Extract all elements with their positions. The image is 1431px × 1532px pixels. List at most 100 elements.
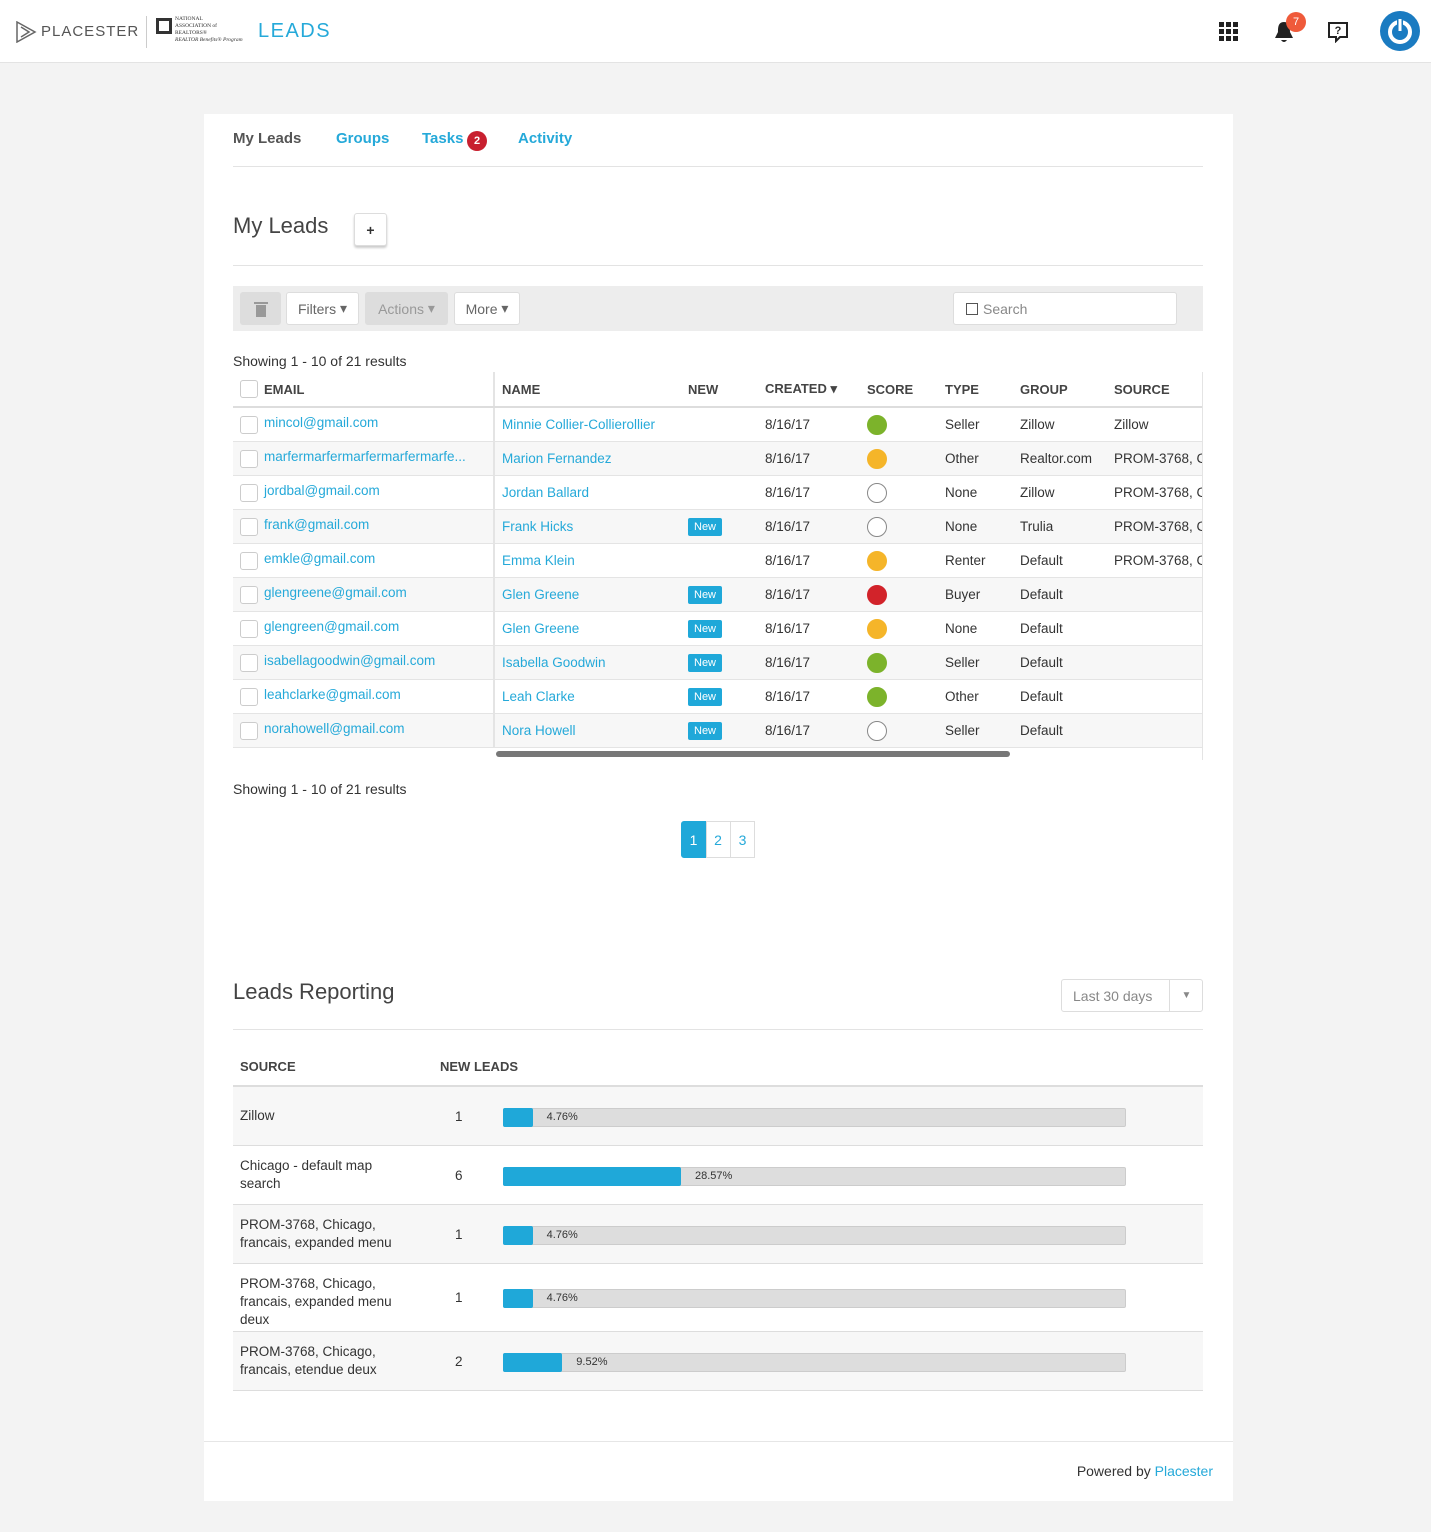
column-header[interactable]: NAME [502, 381, 541, 397]
group-text: Default [1020, 621, 1063, 636]
scrollbar[interactable] [496, 751, 1010, 757]
score-dot [867, 686, 887, 707]
delete-button[interactable] [240, 292, 281, 325]
cell: Realtor.com [1013, 442, 1107, 475]
score-dot [867, 516, 887, 537]
notification-badge[interactable]: 7 [1286, 12, 1306, 32]
cell: emkle@gmail.com [233, 544, 493, 577]
name-text[interactable]: Isabella Goodwin [502, 655, 606, 670]
created-text: 8/16/17 [765, 587, 811, 602]
tab[interactable]: Groups [336, 130, 390, 147]
name-text[interactable]: Jordan Ballard [502, 485, 590, 500]
created-text: 8/16/17 [765, 451, 811, 466]
divider [204, 1441, 1233, 1442]
header-cell: GROUP [1013, 372, 1107, 406]
column-header[interactable]: SOURCE [1114, 381, 1170, 397]
cell: leahclarke@gmail.com [233, 680, 493, 713]
checkbox[interactable] [240, 517, 258, 536]
name-text[interactable]: Glen Greene [502, 587, 580, 602]
checkbox[interactable] [240, 619, 258, 638]
filters-button[interactable]: Filters ▾ [286, 292, 359, 325]
name-text[interactable]: Leah Clarke [502, 689, 575, 704]
email-text[interactable]: isabellagoodwin@gmail.com [264, 653, 436, 668]
cell: None [938, 612, 1013, 645]
cell: New [681, 510, 758, 543]
apps-icon[interactable] [1219, 22, 1238, 41]
divider [233, 166, 1203, 167]
help-icon[interactable]: ? [1327, 21, 1349, 43]
checkbox[interactable] [240, 653, 258, 672]
brand: PLACESTER [41, 23, 140, 40]
checkbox[interactable] [240, 585, 258, 604]
checkbox[interactable] [240, 449, 258, 468]
search-input[interactable]: Search [953, 292, 1177, 325]
email-text[interactable]: marfermarfermarfermarfermarfe... [264, 449, 466, 464]
email-text[interactable]: glengreene@gmail.com [264, 585, 407, 600]
cell: New [681, 714, 758, 747]
cell [860, 510, 938, 543]
user-avatar[interactable] [1379, 10, 1421, 52]
column-header[interactable]: SCORE [867, 381, 914, 397]
new-badge: New [688, 517, 723, 536]
checkbox[interactable] [240, 483, 258, 502]
new-badge: New [688, 619, 723, 638]
email-text[interactable]: glengreen@gmail.com [264, 619, 400, 634]
footer-link[interactable]: Placester [1154, 1463, 1213, 1479]
checkbox[interactable] [240, 415, 258, 434]
checkbox[interactable] [240, 687, 258, 706]
footer-text: Powered by [1076, 1463, 1151, 1479]
cell [1107, 714, 1202, 747]
name-text[interactable]: Emma Klein [502, 553, 575, 568]
lead-row: emkle@gmail.com Emma Klein 8/16/17 Renter De… [233, 544, 1202, 578]
range-select[interactable]: Last 30 days ▼ [1061, 979, 1203, 1012]
group-text: Default [1020, 689, 1063, 704]
checkbox[interactable] [240, 380, 258, 398]
type-text: Seller [945, 723, 980, 738]
column-header[interactable]: TYPE [945, 381, 979, 397]
bar-label: 4.76% [546, 1110, 578, 1123]
cell: Default [1013, 544, 1107, 577]
column-header[interactable]: GROUP [1020, 381, 1068, 397]
bar-track [503, 1225, 1126, 1245]
column-header[interactable]: NEW [688, 381, 719, 397]
page-button[interactable]: 3 [730, 821, 755, 858]
add-lead-button[interactable]: + [354, 213, 387, 246]
name-text[interactable]: Minnie Collier-Collierollier [502, 417, 656, 432]
checkbox[interactable] [240, 551, 258, 570]
score-dot [867, 448, 887, 469]
email-text[interactable]: jordbal@gmail.com [264, 483, 380, 498]
cell: PROM-3768, Chicago [1107, 510, 1202, 543]
name-text[interactable]: Frank Hicks [502, 519, 574, 534]
name-text[interactable]: Nora Howell [502, 723, 576, 738]
more-button[interactable]: More ▾ [454, 292, 520, 325]
app-name[interactable]: LEADS [258, 20, 332, 42]
nar-mark [156, 18, 172, 34]
email-text[interactable]: emkle@gmail.com [264, 551, 376, 566]
results-summary: Showing 1 - 10 of 21 results [233, 353, 407, 369]
email-text[interactable]: norahowell@gmail.com [264, 721, 405, 736]
name-text[interactable]: Glen Greene [502, 621, 580, 636]
checkbox[interactable] [240, 721, 258, 740]
page-button[interactable]: 1 [681, 821, 706, 858]
group-text: Default [1020, 655, 1063, 670]
cell: Default [1013, 714, 1107, 747]
group-text: Trulia [1020, 519, 1054, 534]
cell: Other [938, 442, 1013, 475]
column-header[interactable]: EMAIL [264, 381, 305, 397]
new-badge: New [688, 721, 723, 740]
tab[interactable]: Activity [518, 130, 573, 147]
email-text[interactable]: frank@gmail.com [264, 517, 370, 532]
lead-row: jordbal@gmail.com Jordan Ballard 8/16/17 No… [233, 476, 1202, 510]
bar-label: 28.57% [694, 1169, 733, 1182]
actions-button[interactable]: Actions ▾ [365, 292, 448, 325]
tab[interactable]: Tasks [422, 130, 464, 147]
cell: Isabella Goodwin [493, 646, 681, 679]
page-button[interactable]: 2 [705, 821, 731, 858]
email-text[interactable]: mincol@gmail.com [264, 415, 379, 430]
email-text[interactable]: leahclarke@gmail.com [264, 687, 401, 702]
cell: jordbal@gmail.com [233, 476, 493, 509]
name-text[interactable]: Marion Fernandez [502, 451, 612, 466]
column-header[interactable]: CREATED ▾ [765, 381, 838, 396]
cell: 8/16/17 [758, 680, 860, 713]
tab[interactable]: My Leads [233, 130, 302, 147]
